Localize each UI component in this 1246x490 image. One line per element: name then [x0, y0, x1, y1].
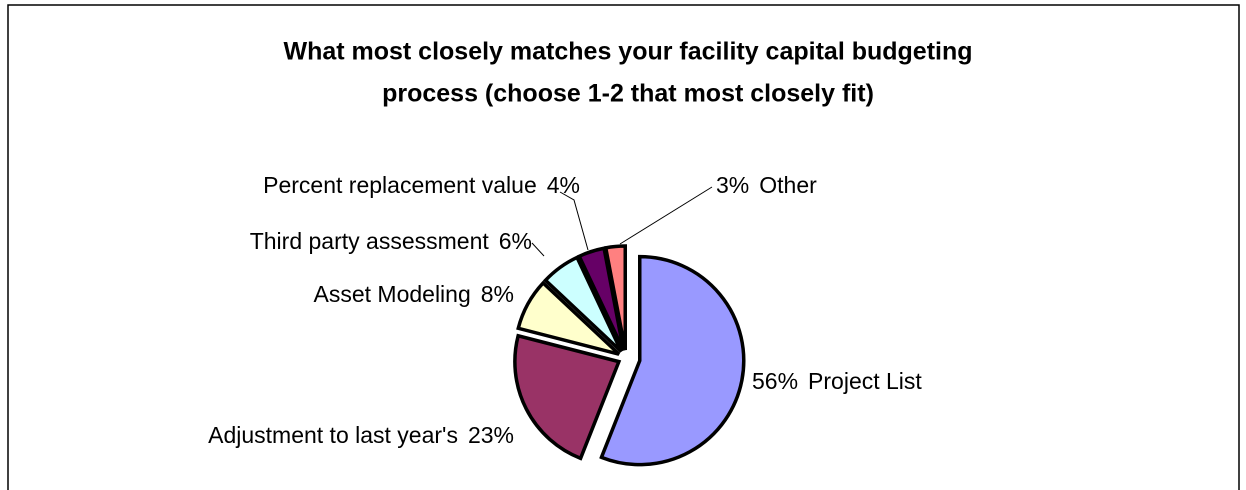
label-part: Percent replacement value: [263, 172, 537, 198]
pie-slice: [603, 244, 627, 351]
slice-label: Adjustment to last year's 23%: [208, 422, 514, 448]
label-part: Adjustment to last year's: [208, 422, 458, 448]
leader-line: [531, 242, 545, 257]
pie-slice: [576, 246, 626, 352]
pie-slice: [599, 254, 746, 467]
slice-label: Asset Modeling 8%: [314, 281, 515, 307]
label-part: 23%: [468, 422, 514, 448]
slice-label: 3% Other: [716, 172, 817, 198]
leader-line: [559, 191, 589, 251]
leader-line: [619, 186, 713, 245]
label-part: Other: [759, 172, 817, 198]
label-part: Third party assessment: [250, 228, 490, 254]
label-part: Project List: [808, 368, 922, 394]
slice-label: 56% Project List: [752, 368, 922, 394]
pie-slice: [516, 280, 621, 356]
label-part: 3%: [716, 172, 749, 198]
label-part: Asset Modeling: [314, 281, 471, 307]
label-part: 8%: [481, 281, 514, 307]
slice-label: Third party assessment 6%: [250, 228, 532, 254]
label-part: 56%: [752, 368, 798, 394]
chart-title: process (choose 1-2 that most closely fi…: [382, 80, 874, 108]
chart-title: What most closely matches your facility …: [283, 38, 972, 66]
pie-slice: [513, 333, 622, 461]
slice-label: Percent replacement value 4%: [263, 172, 580, 198]
label-part: 6%: [499, 228, 532, 254]
pie-slice: [543, 255, 623, 353]
label-part: 4%: [547, 172, 580, 198]
chart-frame: [7, 4, 1240, 490]
